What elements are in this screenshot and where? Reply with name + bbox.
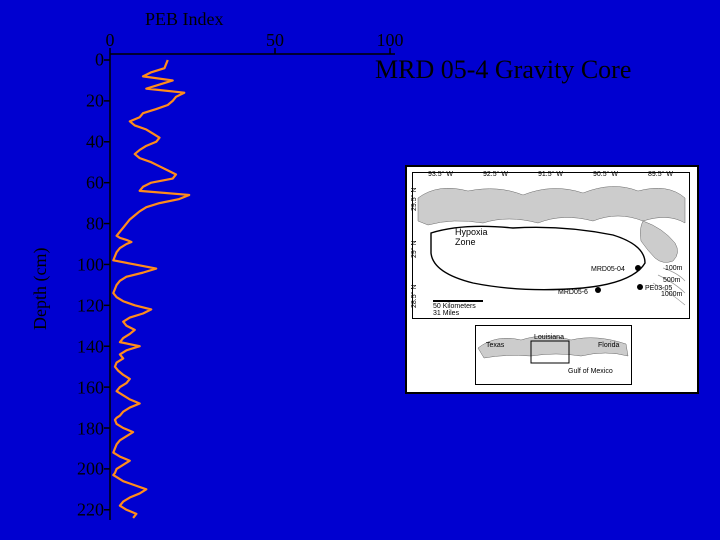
- map-lon-3: 90.5° W: [593, 171, 618, 178]
- scale-label: 50 Kilometers 31 Miles: [433, 303, 476, 317]
- site-label-1: MRD05-6: [558, 289, 588, 296]
- state-2: Florida: [598, 342, 619, 349]
- state-0: Texas: [486, 342, 504, 349]
- hypoxia-label: Hypoxia Zone: [455, 228, 488, 248]
- map-lon-1: 92.5° W: [483, 171, 508, 178]
- contour-1: 500m: [663, 277, 681, 284]
- map-lat-0: 29.5° N: [411, 188, 418, 211]
- state-1: Louisiana: [534, 334, 564, 341]
- site-label-0: MRD05-04: [591, 266, 625, 273]
- map-upper-panel: 93.5° W 92.5° W 91.5° W 90.5° W 89.5° W …: [412, 172, 690, 319]
- contour-0: 100m: [665, 265, 683, 272]
- map-lon-0: 93.5° W: [428, 171, 453, 178]
- gulf-label: Gulf of Mexico: [568, 368, 613, 375]
- map-lower-panel: Texas Louisiana Florida Gulf of Mexico: [475, 325, 632, 385]
- map-lat-1: 29° N: [411, 240, 418, 258]
- map-lon-2: 91.5° W: [538, 171, 563, 178]
- site-dot-2: [637, 284, 643, 290]
- contour-2: 1000m: [661, 291, 682, 298]
- map-inset: 93.5° W 92.5° W 91.5° W 90.5° W 89.5° W …: [405, 165, 699, 394]
- map-lon-4: 89.5° W: [648, 171, 673, 178]
- site-dot-0: [635, 265, 641, 271]
- site-dot-1: [595, 287, 601, 293]
- map-lat-2: 28.5° N: [411, 285, 418, 308]
